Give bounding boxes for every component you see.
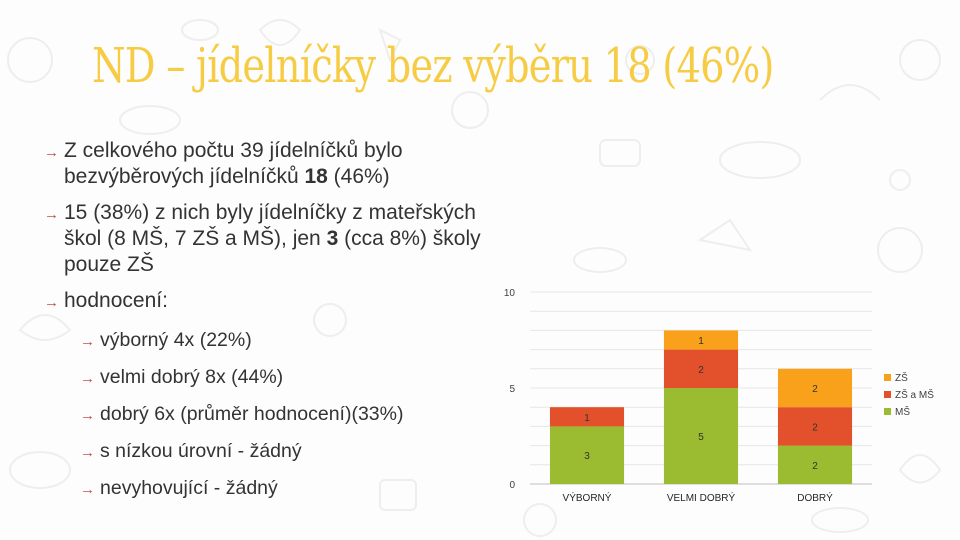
data-label: 2 <box>698 365 704 376</box>
sub-bullet-text: dobrý 6x (průměr hodnocení)(33%) <box>100 403 404 425</box>
sub-bullet-text: výborný 4x (22%) <box>100 329 252 351</box>
bullet-text: (46%) <box>327 165 390 188</box>
legend-swatch <box>884 408 891 415</box>
data-label: 1 <box>698 336 704 347</box>
bullet-text: (cca 8%) školy pouze ZŠ <box>64 227 481 276</box>
legend-label: MŠ <box>895 405 910 418</box>
y-tick-label: 10 <box>504 288 516 299</box>
data-label: 2 <box>812 422 818 433</box>
legend-swatch <box>884 374 891 381</box>
sub-bullet-text: velmi dobrý 8x (44%) <box>100 366 284 388</box>
sub-bullet-text: nevyhovující - žádný <box>100 477 278 499</box>
legend-swatch <box>884 391 891 398</box>
bullet-item: → 15 (38%) z nich byly jídelníčky z mateř… <box>44 200 514 278</box>
bullet-text: 15 (38%) z nich byly jídelníčky z mateřs… <box>64 201 476 250</box>
arrow-bullet-icon: → <box>80 333 95 350</box>
arrow-bullet-icon: → <box>80 481 95 498</box>
bar-segment <box>549 407 625 427</box>
sub-bullet-text: s nízkou úrovní - žádný <box>100 440 302 462</box>
category-label: DOBRÝ <box>797 491 833 504</box>
data-label: 5 <box>698 432 704 443</box>
arrow-bullet-icon: → <box>80 407 95 424</box>
bullet-text: hodnocení: <box>64 289 168 312</box>
bar-segment <box>777 445 853 484</box>
arrow-bullet-icon: → <box>80 444 95 461</box>
bullet-bold-value: 3 <box>326 227 339 250</box>
category-label: VÝBORNÝ <box>563 491 612 504</box>
arrow-bullet-icon: → <box>44 206 59 223</box>
arrow-bullet-icon: → <box>80 370 95 387</box>
bar-segment <box>663 388 739 484</box>
arrow-bullet-icon: → <box>44 294 59 311</box>
y-tick-label: 0 <box>509 480 515 491</box>
bar-segment <box>777 368 853 408</box>
bar-segment <box>777 407 853 446</box>
data-label: 3 <box>584 451 590 462</box>
bar-segment <box>549 426 625 484</box>
bar-segment <box>663 330 739 350</box>
data-label: 1 <box>584 413 590 424</box>
bullet-list: → Z celkového počtu 39 jídelníčků bylo be… <box>44 138 514 513</box>
bullet-item: → Z celkového počtu 39 jídelníčků bylo be… <box>44 138 514 190</box>
sub-bullet-item: → dobrý 6x (průměr hodnocení)(33%) <box>44 402 514 426</box>
bullet-item: → hodnocení: <box>44 288 514 314</box>
category-label: VELMI DOBRÝ <box>667 491 736 504</box>
bullet-bold-value: 18 <box>304 165 328 188</box>
sub-bullet-item: → výborný 4x (22%) <box>44 328 514 352</box>
sub-bullet-item: → s nízkou úrovní - žádný <box>44 439 514 463</box>
sub-bullet-item: → nevyhovující - žádný <box>44 476 514 500</box>
bullet-text: Z celkového počtu 39 jídelníčků bylo bez… <box>64 139 403 188</box>
legend-label: ZŠ <box>895 371 908 384</box>
sub-bullet-item: → velmi dobrý 8x (44%) <box>44 365 514 389</box>
arrow-bullet-icon: → <box>44 144 59 161</box>
y-tick-label: 5 <box>509 384 515 395</box>
data-label: 2 <box>812 461 818 472</box>
legend-label: ZŠ a MŠ <box>895 388 934 401</box>
bar-segment <box>663 349 739 388</box>
slide-title: ND – jídelníčky bez výběru 18 (46%) <box>92 38 774 94</box>
data-label: 2 <box>812 384 818 395</box>
